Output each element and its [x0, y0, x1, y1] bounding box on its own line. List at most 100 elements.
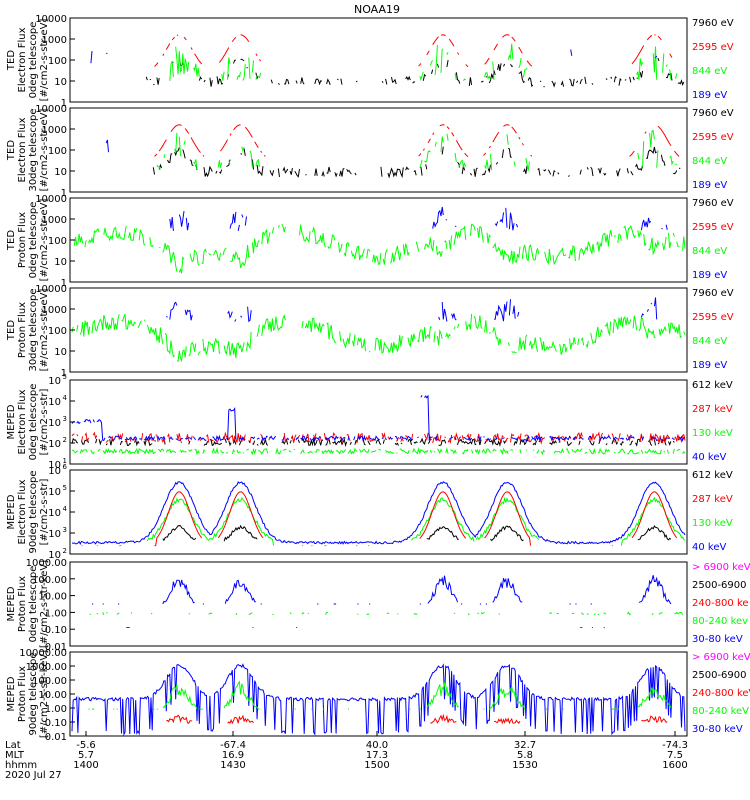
legend-entry: 240-800 keV	[692, 688, 750, 699]
y-tick-label: 1000	[42, 215, 67, 226]
y-axis-label-line: 0deg telescope	[28, 566, 39, 643]
footer-value: 17.3	[366, 750, 388, 761]
y-tick-label: 1000.00	[26, 662, 67, 673]
footer-value: 16.9	[222, 750, 244, 761]
legend-entry: 7960 eV	[692, 108, 734, 119]
footer-value: -74.3	[662, 740, 688, 751]
legend-entry: 844 eV	[692, 156, 727, 167]
y-tick-exponent: 4	[63, 394, 68, 402]
footer-value: 1530	[512, 760, 537, 771]
legend-entry: 130 keV	[692, 518, 733, 529]
y-tick-label: 10	[48, 466, 61, 477]
legend-entry: 287 keV	[692, 404, 733, 415]
series-line-1	[145, 57, 685, 88]
legend-entry: 130 keV	[692, 428, 733, 439]
y-tick-label: 1000	[42, 35, 67, 46]
series-group	[71, 298, 686, 363]
y-tick-label: 1.00	[45, 608, 67, 619]
plot-frame	[69, 469, 688, 555]
legend-entry: 189 eV	[692, 180, 727, 191]
footer-value: 1500	[364, 760, 389, 771]
footer-value: 7.5	[667, 750, 683, 761]
y-axis-label-line: MEPED	[6, 404, 17, 439]
footer-value: 1600	[662, 760, 687, 771]
y-tick-label: 10	[48, 508, 61, 519]
y-tick-label: 0.01	[45, 642, 67, 653]
series-line-4	[162, 524, 672, 542]
y-tick-label: 100.00	[32, 575, 67, 586]
legend-entry: 80-240 kev	[692, 616, 748, 627]
y-axis-label-line: Electron Flux	[17, 389, 28, 454]
panel-8: 0.01 0.10 1.00 10.00 100.00 1000.00 10000.00 ME…	[6, 648, 750, 743]
y-tick-exponent: 3	[63, 526, 67, 534]
y-axis-label-line: Electron Flux	[17, 117, 28, 182]
footer-row-label: hhmm	[5, 760, 37, 771]
y-tick-exponent: 1	[63, 457, 67, 465]
y-axis-label-line: MEPED	[6, 494, 17, 529]
figure-title: NOAA19	[354, 3, 400, 16]
legend-entry: 30-80 keV	[692, 724, 743, 735]
y-tick-label: 10	[54, 77, 67, 88]
series-line-1	[92, 575, 679, 604]
legend-entry: 2595 eV	[692, 312, 734, 323]
plot-frame	[69, 287, 688, 373]
y-axis-label-line: TED	[6, 320, 17, 341]
series-line-3	[72, 447, 686, 456]
y-tick-label: 1000.00	[26, 558, 67, 569]
y-tick-exponent: 4	[63, 505, 68, 513]
series-line-3	[154, 124, 680, 158]
footer-value: 1400	[73, 760, 98, 771]
y-tick-exponent: 3	[63, 415, 67, 423]
series-line-3	[155, 492, 684, 546]
series-group	[90, 35, 685, 88]
y-tick-label: 100	[48, 326, 67, 337]
footer-row-label: Lat	[5, 740, 21, 751]
footer-value: -67.4	[220, 740, 246, 751]
legend-entry: 2595 eV	[692, 132, 734, 143]
plot-frame	[69, 561, 688, 647]
y-tick-exponent: 5	[63, 484, 67, 492]
series-line-2	[71, 313, 686, 363]
y-tick-label: 1	[61, 98, 67, 109]
series-line-4	[90, 49, 658, 64]
legend-entry: 189 eV	[692, 90, 727, 101]
series-group	[71, 663, 685, 736]
legend-entry: 2595 eV	[692, 42, 734, 53]
y-tick-label: 10000	[35, 104, 67, 115]
y-axis-label-line: [#/cm2-s-str]	[39, 388, 50, 455]
footer-row-label: MLT	[5, 750, 25, 761]
y-tick-label: 10.00	[38, 592, 67, 603]
y-tick-label: 0.10	[45, 625, 67, 636]
y-tick-label: 10	[48, 460, 61, 471]
legend-entry: 2595 eV	[692, 222, 734, 233]
y-tick-label: 10	[48, 550, 61, 561]
y-axis-label-line: Proton Flux	[17, 666, 28, 722]
y-axis-label-line: 90deg telescope	[28, 470, 39, 553]
y-tick-label: 1000	[42, 125, 67, 136]
legend-entry: 189 eV	[692, 360, 727, 371]
legend-entry: 40 keV	[692, 452, 726, 463]
panel-2: 1 10 100 1000 10000 TED Electron Flux 30deg tel…	[6, 104, 734, 199]
y-tick-label: 10000.00	[19, 648, 67, 659]
series-line-3	[155, 35, 680, 67]
y-tick-label: 10	[48, 529, 61, 540]
footer-value: 40.0	[366, 740, 388, 751]
y-axis-label-line: [#/cm2-s-str-keV]	[39, 560, 50, 648]
legend-entry: 7960 eV	[692, 288, 734, 299]
y-tick-label: 10	[48, 418, 61, 429]
y-axis-label-line: [#/cm2-s-str-eV]	[39, 19, 50, 102]
y-tick-label: 0.10	[45, 718, 67, 729]
y-tick-label: 10000	[35, 14, 67, 25]
y-tick-label: 100	[48, 236, 67, 247]
series-line-2	[156, 129, 678, 171]
series-line-4	[106, 140, 681, 152]
y-axis-label-line: TED	[6, 140, 17, 161]
y-tick-label: 100.00	[32, 676, 67, 687]
y-axis-label-line: Electron Flux	[17, 479, 28, 544]
legend-entry: > 6900 keV	[692, 562, 750, 573]
series-group	[71, 481, 685, 546]
y-tick-label: 10000	[35, 284, 67, 295]
y-axis-label-line: 0deg telescope	[28, 22, 39, 99]
y-tick-label: 10	[54, 347, 67, 358]
